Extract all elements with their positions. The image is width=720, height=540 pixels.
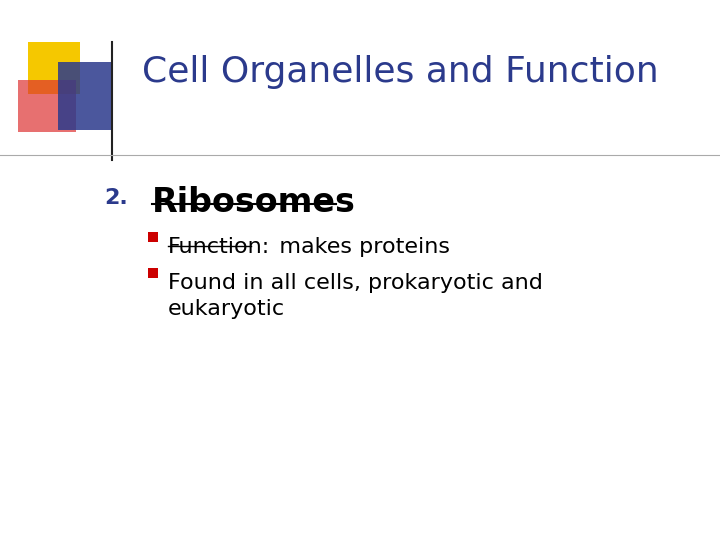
Text: Cell Organelles and Function: Cell Organelles and Function	[142, 55, 658, 89]
Text: Found in all cells, prokaryotic and: Found in all cells, prokaryotic and	[168, 273, 543, 293]
Text: Function:: Function:	[168, 237, 270, 257]
Bar	[28, 42, 80, 94]
Bar	[18, 80, 76, 132]
Text: makes proteins: makes proteins	[258, 237, 450, 257]
Bar	[148, 232, 158, 242]
Bar	[58, 62, 113, 130]
Text: Ribosomes: Ribosomes	[152, 186, 356, 219]
Text: 2.: 2.	[104, 188, 128, 208]
Text: eukaryotic: eukaryotic	[168, 299, 285, 319]
Bar	[148, 268, 158, 278]
